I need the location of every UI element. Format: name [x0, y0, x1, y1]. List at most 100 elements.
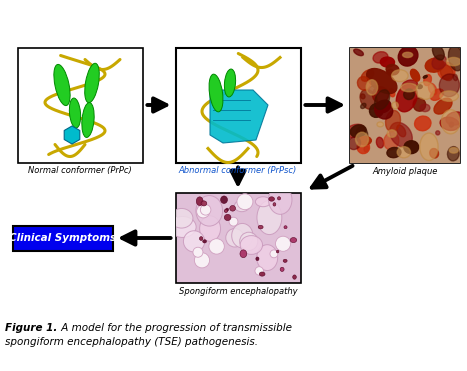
Ellipse shape [240, 250, 247, 257]
Ellipse shape [255, 267, 263, 275]
Ellipse shape [447, 147, 459, 161]
Ellipse shape [384, 132, 399, 150]
Bar [176, 47, 300, 162]
Ellipse shape [432, 45, 444, 60]
Ellipse shape [425, 58, 444, 72]
Ellipse shape [357, 76, 370, 91]
Text: Figure 1.: Figure 1. [5, 323, 57, 333]
Ellipse shape [376, 100, 391, 113]
Ellipse shape [170, 209, 193, 228]
Ellipse shape [201, 201, 207, 206]
Ellipse shape [85, 63, 99, 103]
Text: Clinical Symptoms: Clinical Symptoms [9, 233, 117, 243]
Ellipse shape [54, 65, 70, 106]
Ellipse shape [209, 239, 224, 254]
Ellipse shape [420, 104, 430, 112]
Bar [350, 47, 460, 162]
Ellipse shape [449, 148, 458, 153]
Ellipse shape [240, 236, 262, 255]
Ellipse shape [420, 133, 438, 161]
Ellipse shape [389, 122, 412, 147]
Ellipse shape [440, 117, 459, 131]
Ellipse shape [237, 194, 253, 210]
Ellipse shape [389, 89, 395, 97]
Ellipse shape [230, 206, 235, 211]
Ellipse shape [449, 122, 453, 127]
Ellipse shape [441, 110, 460, 134]
Ellipse shape [269, 185, 292, 214]
Ellipse shape [224, 214, 231, 220]
Ellipse shape [438, 62, 455, 79]
Ellipse shape [350, 125, 366, 137]
Ellipse shape [387, 130, 396, 137]
Ellipse shape [367, 69, 397, 93]
Ellipse shape [368, 86, 379, 93]
Ellipse shape [273, 203, 276, 206]
Ellipse shape [359, 137, 371, 145]
Ellipse shape [232, 223, 253, 248]
Bar [13, 226, 113, 250]
Ellipse shape [403, 89, 414, 99]
Text: Spongiform encephalopathy: Spongiform encephalopathy [179, 287, 297, 296]
Ellipse shape [380, 57, 395, 67]
Ellipse shape [257, 245, 278, 270]
Ellipse shape [434, 98, 452, 114]
Ellipse shape [169, 216, 196, 237]
Ellipse shape [280, 267, 284, 272]
Ellipse shape [423, 75, 427, 78]
Ellipse shape [397, 125, 406, 137]
Bar [350, 47, 460, 162]
Ellipse shape [387, 147, 401, 158]
Ellipse shape [440, 91, 459, 101]
Ellipse shape [402, 80, 417, 89]
Bar [176, 193, 300, 283]
Ellipse shape [200, 204, 211, 215]
Text: A model for the progression of transmissible: A model for the progression of transmiss… [58, 323, 292, 333]
Ellipse shape [277, 197, 281, 200]
Bar [17, 47, 142, 162]
Ellipse shape [364, 146, 368, 152]
Ellipse shape [197, 205, 210, 218]
Ellipse shape [82, 102, 94, 137]
Ellipse shape [240, 232, 258, 250]
Ellipse shape [184, 231, 205, 252]
Ellipse shape [293, 275, 297, 279]
Ellipse shape [361, 70, 374, 81]
Text: Normal conformer (PrPc): Normal conformer (PrPc) [28, 167, 132, 175]
Ellipse shape [226, 229, 244, 247]
Text: Abnormal conformer (PrPsc): Abnormal conformer (PrPsc) [179, 167, 297, 175]
Ellipse shape [234, 200, 249, 212]
Ellipse shape [199, 237, 203, 240]
Ellipse shape [373, 52, 388, 63]
Ellipse shape [354, 49, 363, 56]
Ellipse shape [276, 250, 279, 253]
Ellipse shape [448, 46, 463, 71]
Ellipse shape [200, 216, 220, 241]
Ellipse shape [417, 85, 422, 89]
Ellipse shape [290, 237, 297, 243]
Ellipse shape [375, 90, 389, 109]
Ellipse shape [284, 226, 287, 229]
Ellipse shape [229, 217, 238, 226]
Ellipse shape [193, 247, 203, 257]
Ellipse shape [369, 104, 383, 117]
Ellipse shape [276, 236, 290, 251]
Ellipse shape [416, 82, 434, 99]
Ellipse shape [372, 87, 389, 103]
Ellipse shape [385, 111, 401, 132]
Ellipse shape [415, 116, 431, 131]
Ellipse shape [431, 89, 444, 101]
Ellipse shape [430, 148, 439, 158]
Ellipse shape [360, 89, 377, 109]
Ellipse shape [436, 131, 440, 135]
Ellipse shape [255, 197, 271, 207]
Ellipse shape [439, 74, 460, 97]
Ellipse shape [70, 98, 81, 128]
Ellipse shape [392, 102, 398, 109]
Ellipse shape [256, 257, 259, 260]
Ellipse shape [404, 141, 419, 154]
Text: spongiform encephalopathy (TSE) pathogenesis.: spongiform encephalopathy (TSE) pathogen… [5, 337, 258, 347]
Ellipse shape [361, 94, 365, 99]
Ellipse shape [376, 137, 384, 148]
Ellipse shape [203, 240, 206, 243]
